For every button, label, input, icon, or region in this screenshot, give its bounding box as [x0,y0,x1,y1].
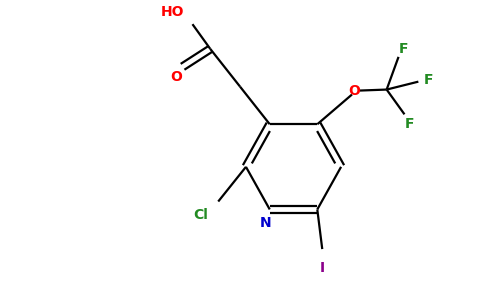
Text: I: I [320,261,325,275]
Text: N: N [260,216,272,230]
Text: F: F [424,73,433,87]
Text: O: O [348,84,360,98]
Text: HO: HO [161,5,184,19]
Text: O: O [171,70,182,84]
Text: F: F [405,117,414,131]
Text: F: F [399,42,408,56]
Text: Cl: Cl [193,208,208,222]
